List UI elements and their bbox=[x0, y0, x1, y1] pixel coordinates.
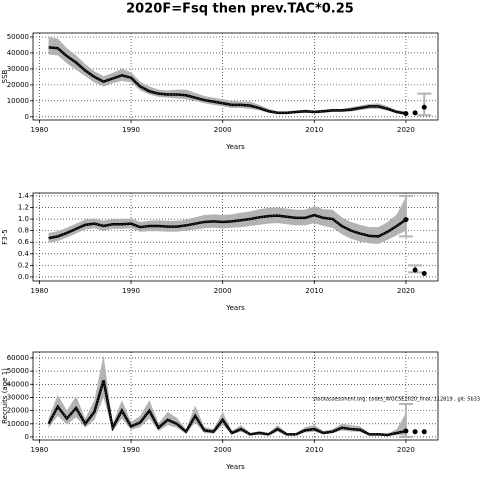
y-tick-label: 30000 bbox=[7, 65, 29, 73]
y-tick-label: 0.2 bbox=[18, 261, 29, 269]
x-tick-label: 1980 bbox=[30, 126, 48, 134]
x-tick-label: 1990 bbox=[122, 446, 140, 454]
y-tick-label: 30000 bbox=[7, 393, 29, 401]
projection-point bbox=[412, 110, 418, 116]
x-tick-label: 2000 bbox=[214, 126, 232, 134]
y-tick-label: 1.0 bbox=[18, 215, 29, 223]
y-axis-label: SSB bbox=[1, 69, 9, 83]
x-tick-label: 1990 bbox=[122, 287, 140, 295]
x-axis-label: Years bbox=[225, 463, 245, 471]
x-tick-label: 2020 bbox=[397, 446, 415, 454]
projection-point bbox=[412, 429, 418, 435]
projection-point bbox=[421, 270, 427, 276]
y-tick-label: 0 bbox=[25, 113, 29, 121]
projection-point bbox=[403, 217, 409, 223]
x-tick-label: 2000 bbox=[214, 446, 232, 454]
projection-point bbox=[412, 267, 418, 273]
projection-point bbox=[403, 428, 409, 434]
y-tick-label: 20000 bbox=[7, 407, 29, 415]
y-tick-label: 20000 bbox=[7, 81, 29, 89]
annotation: stockassessment.org, codes_WGCSE2020_fin… bbox=[313, 397, 480, 403]
y-tick-label: 0 bbox=[25, 433, 29, 441]
x-tick-label: 2010 bbox=[305, 126, 323, 134]
y-tick-label: 40000 bbox=[7, 49, 29, 57]
estimate-line-dots bbox=[48, 380, 407, 436]
y-tick-label: 1.2 bbox=[18, 203, 29, 211]
x-tick-label: 2010 bbox=[305, 446, 323, 454]
x-tick-label: 2020 bbox=[397, 126, 415, 134]
y-tick-label: 10000 bbox=[7, 97, 29, 105]
x-tick-label: 2000 bbox=[214, 287, 232, 295]
x-axis-label: Years bbox=[225, 304, 245, 312]
y-axis-label: Recruits (age 1) bbox=[1, 368, 9, 424]
y-tick-label: 0.0 bbox=[18, 273, 29, 281]
y-tick-label: 0.6 bbox=[18, 238, 30, 246]
plot-frame bbox=[32, 351, 439, 441]
y-tick-label: 60000 bbox=[7, 354, 29, 362]
x-tick-label: 1980 bbox=[30, 287, 48, 295]
y-tick-label: 50000 bbox=[7, 367, 29, 375]
projection-point bbox=[421, 104, 427, 110]
y-axis-label: F3-5 bbox=[1, 229, 9, 244]
y-tick-label: 40000 bbox=[7, 380, 29, 388]
x-tick-label: 2020 bbox=[397, 287, 415, 295]
plot-frame bbox=[32, 192, 439, 282]
estimate-line bbox=[48, 46, 407, 115]
y-tick-label: 10000 bbox=[7, 420, 29, 428]
y-tick-label: 0.8 bbox=[18, 227, 29, 235]
estimate-line-dots bbox=[48, 214, 407, 239]
plot-frame bbox=[32, 32, 439, 121]
projection-point bbox=[403, 111, 409, 117]
chart-title: 2020F=Fsq then prev.TAC*0.25 bbox=[126, 2, 354, 17]
projection-point bbox=[421, 429, 427, 435]
x-axis-label: Years bbox=[225, 143, 245, 151]
y-tick-label: 1.4 bbox=[18, 192, 30, 200]
y-tick-label: 0.4 bbox=[18, 250, 30, 258]
x-tick-label: 2010 bbox=[305, 287, 323, 295]
x-tick-label: 1980 bbox=[30, 446, 48, 454]
x-tick-label: 1990 bbox=[122, 126, 140, 134]
y-tick-label: 50000 bbox=[7, 33, 29, 41]
